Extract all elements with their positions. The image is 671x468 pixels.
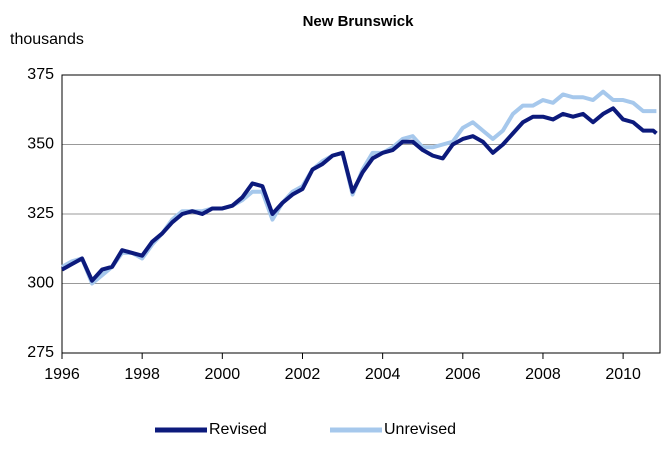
line-series bbox=[61, 106, 658, 283]
x-tick-label: 2008 bbox=[525, 366, 561, 383]
x-tick-label: 2004 bbox=[365, 366, 401, 383]
y-tick-label: 325 bbox=[27, 205, 54, 222]
y-tick-label: 300 bbox=[27, 275, 54, 292]
plot-frame bbox=[61, 74, 661, 354]
x-tick-label: 2006 bbox=[445, 366, 481, 383]
y-tick-label: 350 bbox=[27, 136, 54, 153]
line-series bbox=[61, 89, 657, 286]
x-tick-label: 2010 bbox=[605, 366, 641, 383]
legend-label: Revised bbox=[209, 421, 267, 438]
x-tick-label: 2002 bbox=[285, 366, 321, 383]
x-tick-label: 2000 bbox=[205, 366, 241, 383]
x-tick-label: 1998 bbox=[124, 366, 160, 383]
x-tick-label: 1996 bbox=[44, 366, 80, 383]
chart-title: New Brunswick bbox=[303, 13, 415, 30]
y-axis-label: thousands bbox=[10, 31, 84, 48]
y-tick-label: 375 bbox=[27, 66, 54, 83]
legend-label: Unrevised bbox=[384, 421, 456, 438]
y-tick-label: 275 bbox=[27, 344, 54, 361]
